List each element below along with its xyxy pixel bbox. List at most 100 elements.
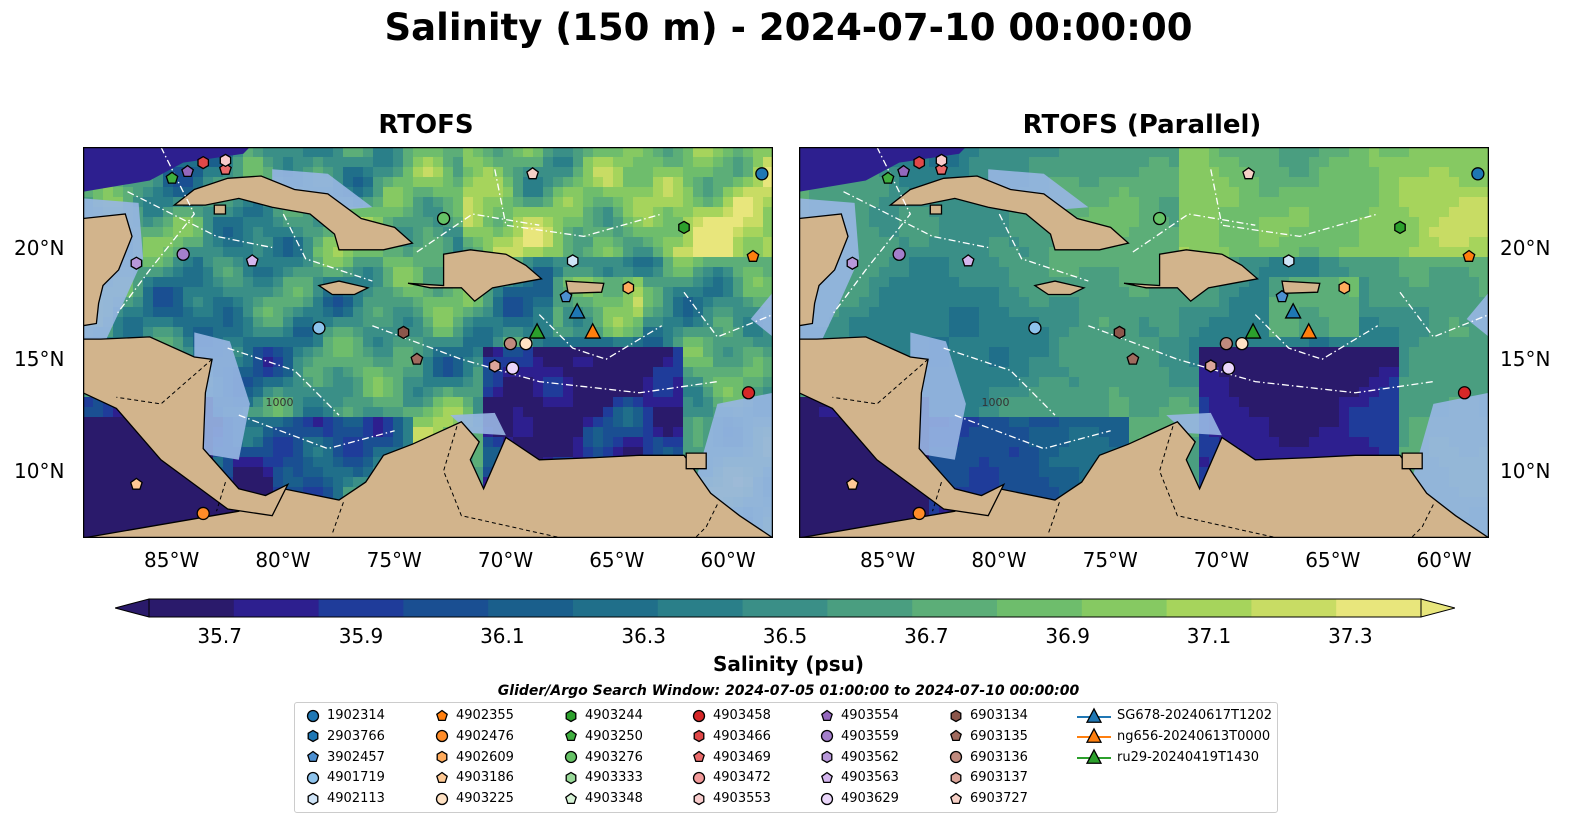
float-4903466[interactable] [197,155,210,170]
float-1902314[interactable] [755,167,769,181]
float-4903559[interactable] [176,247,190,261]
legend-float-symbol[interactable] [821,709,833,721]
float-4903553[interactable] [935,153,948,168]
float-3902457[interactable] [559,289,573,303]
legend-glider-symbol[interactable] [1085,707,1103,723]
legend-glider-symbol[interactable] [1085,727,1103,744]
legend-float-symbol[interactable] [821,750,833,764]
legend-float-symbol[interactable] [693,730,705,743]
float-4903458[interactable] [1457,386,1472,400]
legend-glider-symbol[interactable] [1085,748,1103,764]
float-4902609[interactable] [1338,281,1351,295]
float-4901719[interactable] [312,321,326,335]
legend-float-symbol[interactable] [307,730,319,743]
float-6903134[interactable] [1113,325,1126,340]
float-4903563[interactable] [245,254,259,267]
land-puertorico [1281,280,1321,294]
float-4903276[interactable] [436,211,451,226]
legend-float-symbol[interactable] [692,709,706,722]
map-panel-rtofs-parallel[interactable]: 1000 [799,147,1489,538]
legend-float-symbol[interactable] [820,792,834,805]
legend-float-symbol[interactable] [565,792,577,804]
legend-float-symbol[interactable] [435,792,449,805]
float-4903186[interactable] [129,477,143,490]
float-6903136[interactable] [1219,336,1234,351]
legend-float-symbol[interactable] [693,792,705,805]
legend-float-symbol[interactable] [565,729,577,742]
legend-float-symbol[interactable] [950,709,962,722]
legend-float-symbol[interactable] [306,709,320,722]
float-4903562[interactable] [130,256,143,270]
float-4902476[interactable] [912,506,926,521]
float-6903135[interactable] [1126,352,1140,365]
legend-float-symbol[interactable] [821,771,833,783]
legend-float-symbol[interactable] [949,750,963,764]
float-4902476[interactable] [196,506,210,521]
float-4903562[interactable] [846,256,859,270]
lon-tick-label: 60°W [1416,548,1472,572]
float-4903244[interactable] [678,220,690,235]
float-4903250[interactable] [165,171,179,184]
float-6903137[interactable] [1204,359,1217,373]
legend-float-symbol[interactable] [565,771,577,785]
glider-ru29-20240419T1430[interactable] [1244,322,1262,339]
colorbar-extend-low [115,598,150,618]
float-4903563[interactable] [961,254,975,267]
float-4903469[interactable] [934,162,948,175]
float-4903458[interactable] [741,386,756,400]
float-6903134[interactable] [397,325,410,340]
float-4903466[interactable] [913,155,926,170]
float-6903137[interactable] [488,359,501,373]
float-4903553[interactable] [219,153,232,168]
float-4902355[interactable] [746,249,760,262]
legend-float-symbol[interactable] [565,709,577,722]
glider-ru29-20240419T1430[interactable] [528,322,546,339]
legend-float-symbol[interactable] [435,730,449,743]
float-4903554[interactable] [897,164,911,178]
float-6903727[interactable] [526,166,540,180]
float-4903276[interactable] [1152,211,1167,226]
float-4903186[interactable] [845,477,859,490]
legend-float-symbol[interactable] [950,771,962,785]
float-4902609[interactable] [622,281,635,295]
float-4903225[interactable] [519,336,533,351]
legend-float-symbol[interactable] [692,771,706,785]
map-panel-rtofs[interactable]: 1000 [83,147,773,538]
glider-SG678-20240617T1202[interactable] [568,302,586,319]
float-6903135[interactable] [410,352,424,365]
legend-float-symbol[interactable] [436,709,448,721]
float-4903250[interactable] [881,171,895,184]
float-3902457[interactable] [1275,289,1289,303]
float-1902314[interactable] [1471,167,1485,181]
float-4902113[interactable] [1282,254,1295,268]
float-6903136[interactable] [503,336,518,351]
legend-float-symbol[interactable] [564,750,578,764]
float-4902113[interactable] [566,254,579,268]
glider-SG678-20240617T1202[interactable] [1284,302,1302,319]
float-4903244[interactable] [1394,220,1406,235]
float-4901719[interactable] [1028,321,1042,335]
legend-float-symbol[interactable] [436,771,448,783]
glider-ng656-20240613T0000[interactable] [584,322,602,339]
land-cuba_isle [213,204,227,215]
float-4903629[interactable] [505,361,520,375]
colorbar-extend-high [1420,598,1455,618]
lon-tick-label: 85°W [860,548,916,572]
float-4903225[interactable] [1235,336,1249,351]
legend-float-symbol[interactable] [307,792,319,805]
legend-float-symbol[interactable] [307,750,319,763]
float-4903554[interactable] [181,164,195,178]
legend-float-symbol[interactable] [950,792,962,804]
legend-float-symbol[interactable] [436,750,448,764]
legend-float-symbol[interactable] [693,750,705,763]
glider-ng656-20240613T0000[interactable] [1300,322,1318,339]
float-6903727[interactable] [1242,166,1256,180]
legend-float-symbol[interactable] [820,730,834,743]
float-4903629[interactable] [1221,361,1236,375]
legend-float-symbol[interactable] [950,729,962,742]
land-yucatan [83,213,133,327]
float-4903559[interactable] [892,247,906,261]
float-4903469[interactable] [218,162,232,175]
float-4902355[interactable] [1462,249,1476,262]
legend-float-symbol[interactable] [306,771,320,785]
